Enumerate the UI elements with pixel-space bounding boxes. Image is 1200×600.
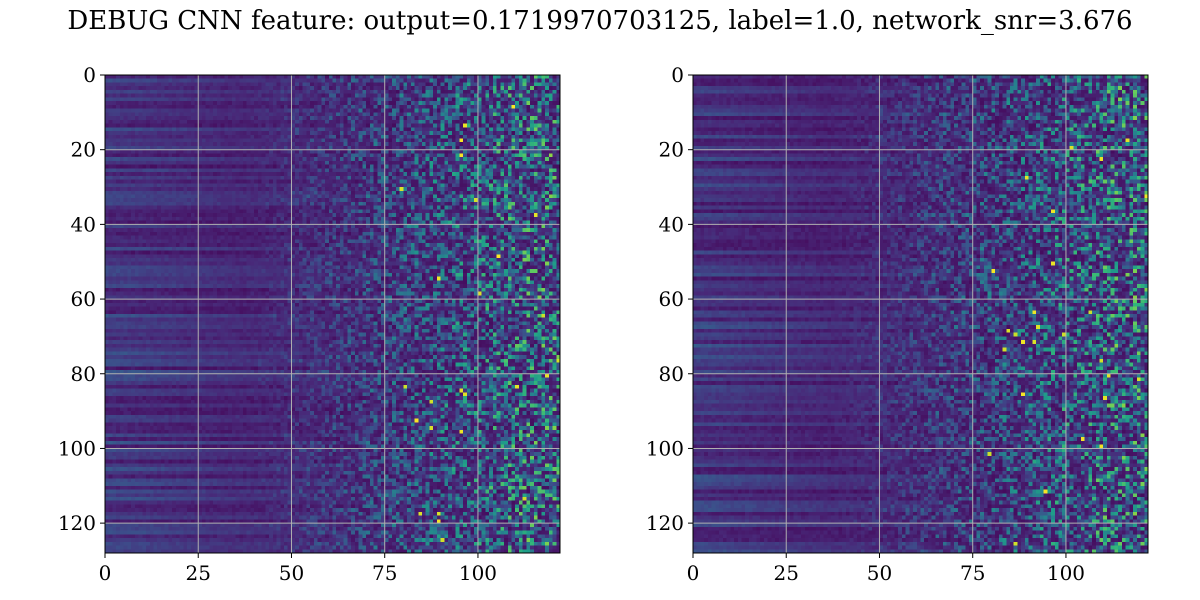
y-tick-label: 20 (659, 138, 684, 162)
figure-title: DEBUG CNN feature: output=0.171997070312… (67, 6, 1133, 36)
heatmap-panel-left: 0 25 50 75 100 0 20 40 60 80 100 120 (58, 63, 561, 585)
y-tick-label: 100 (646, 436, 684, 460)
x-tick-label: 75 (372, 561, 397, 585)
axes-frame (104, 74, 561, 554)
y-tick-label: 0 (83, 63, 96, 87)
x-tick-label: 0 (99, 561, 112, 585)
x-tick-label: 75 (960, 561, 985, 585)
x-tick-label: 100 (459, 561, 497, 585)
y-tick-label: 120 (58, 511, 96, 535)
y-tick-label: 80 (659, 362, 684, 386)
x-tick-label: 25 (774, 561, 799, 585)
y-tick-label: 80 (71, 362, 96, 386)
x-tick-label: 100 (1047, 561, 1085, 585)
x-tick-label: 25 (186, 561, 211, 585)
x-tick-label: 50 (867, 561, 892, 585)
axes-frame (692, 74, 1149, 554)
y-tick-label: 40 (71, 212, 96, 236)
heatmap-image (105, 75, 560, 553)
y-tick-label: 60 (659, 287, 684, 311)
y-tick-label: 100 (58, 436, 96, 460)
x-tick-label: 50 (279, 561, 304, 585)
y-tick-label: 40 (659, 212, 684, 236)
y-tick-label: 60 (71, 287, 96, 311)
heatmap-image (693, 75, 1148, 553)
x-tick-label: 0 (687, 561, 700, 585)
y-tick-label: 0 (671, 63, 684, 87)
y-tick-label: 20 (71, 138, 96, 162)
y-tick-label: 120 (646, 511, 684, 535)
heatmap-panel-right: 0 25 50 75 100 0 20 40 60 80 100 120 (646, 63, 1149, 585)
